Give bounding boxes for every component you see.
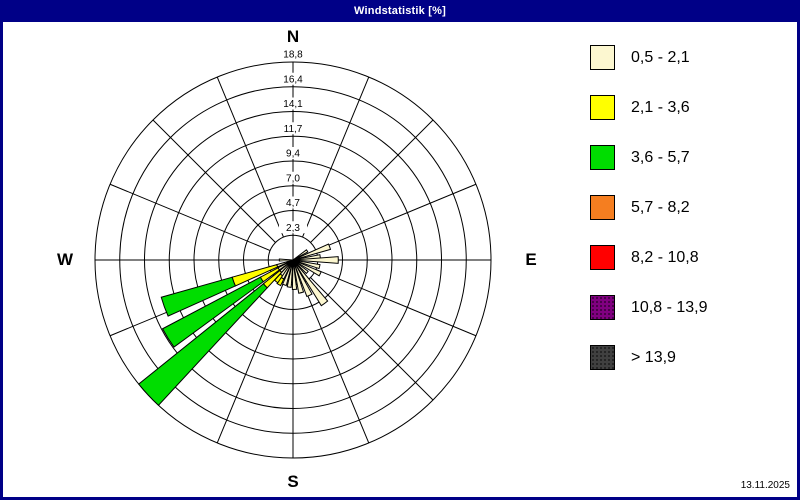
legend-item-2: 3,6 - 5,7 <box>590 145 708 170</box>
wind-rose-bar-segment <box>292 259 309 275</box>
compass-label-west: W <box>57 250 74 269</box>
legend-swatch <box>590 345 615 370</box>
legend-label: 0,5 - 2,1 <box>631 48 690 66</box>
legend-label: 5,7 - 8,2 <box>631 198 690 216</box>
legend-swatch <box>590 45 615 70</box>
legend-label: 8,2 - 10,8 <box>631 248 699 266</box>
date-label: 13.11.2025 <box>740 480 790 491</box>
wind-rose-bar-segment <box>291 259 298 290</box>
grid-spoke <box>315 183 477 251</box>
ring-label-bg <box>279 97 307 110</box>
ring-label: 11,7 <box>284 124 303 135</box>
wind-rose-bar-segment <box>137 283 268 406</box>
compass-label-east: E <box>525 250 536 269</box>
ring-label-bg <box>279 196 307 209</box>
legend-item-6: > 13,9 <box>590 345 708 370</box>
legend-swatch <box>590 245 615 270</box>
grid-spoke <box>302 76 370 238</box>
wind-rose-bar-segment <box>292 259 305 294</box>
ring-label: 9,4 <box>286 149 300 160</box>
grid-spoke <box>109 183 271 251</box>
wind-rose-bar-segment <box>292 249 309 261</box>
ring-label-bg <box>279 147 307 159</box>
grid-spoke <box>216 76 284 238</box>
legend-item-3: 5,7 - 8,2 <box>590 195 708 220</box>
wind-rose-bar-segment <box>292 259 329 307</box>
ring-label-bg <box>279 221 307 234</box>
legend-label: 2,1 - 3,6 <box>631 98 690 116</box>
legend-label: 3,6 - 5,7 <box>631 148 690 166</box>
wind-rose-bar-segment <box>292 259 322 277</box>
title-bar: Windstatistik [%] <box>0 0 800 22</box>
wind-rose-bar-segment <box>278 258 294 262</box>
grid-spoke <box>310 277 434 401</box>
window-title: Windstatistik [%] <box>354 5 446 17</box>
wind-rose-bar-segment <box>292 256 339 264</box>
wind-rose-bar-segment <box>161 276 264 348</box>
legend-item-5: 10,8 - 13,9 <box>590 295 708 320</box>
ring-label: 14,1 <box>283 99 303 110</box>
ring-label-bg <box>279 48 307 60</box>
grid-spoke <box>302 282 370 444</box>
wind-rose-bar-segment <box>160 276 237 317</box>
compass-label-south: S <box>287 472 298 491</box>
legend-swatch <box>590 295 615 320</box>
grid-spoke <box>315 269 477 337</box>
ring-label: 4,7 <box>286 198 300 209</box>
legend-swatch <box>590 195 615 220</box>
ring-label: 7,0 <box>286 173 300 184</box>
wind-rose-bar-segment <box>292 259 321 270</box>
wind-rose-bar-segment <box>292 259 313 298</box>
grid-spoke <box>216 282 284 444</box>
legend-label: 10,8 - 13,9 <box>631 298 708 316</box>
wind-rose-bar-segment <box>292 243 332 261</box>
legend-swatch <box>590 145 615 170</box>
grid-spoke <box>310 119 434 243</box>
speed-class-legend: 0,5 - 2,1 2,1 - 3,6 3,6 - 5,7 5,7 - 8,2 8,2 … <box>590 45 708 395</box>
ring-label-bg <box>279 171 307 184</box>
ring-label: 2,3 <box>286 223 300 234</box>
ring-label-bg <box>279 72 307 85</box>
compass-label-north: N <box>287 27 299 46</box>
legend-swatch <box>590 95 615 120</box>
legend-item-1: 2,1 - 3,6 <box>590 95 708 120</box>
legend-item-4: 8,2 - 10,8 <box>590 245 708 270</box>
ring-label-bg <box>279 122 307 135</box>
legend-label: > 13,9 <box>631 348 676 366</box>
ring-label: 16,4 <box>283 74 303 85</box>
chart-canvas: 2,3 4,7 7,0 9,4 11,7 14,1 16,4 18,8 N S W E 0,5 - 2… <box>3 22 797 497</box>
ring-label: 18,8 <box>283 50 303 61</box>
wind-rose-bar-segment <box>276 276 285 287</box>
grid-spoke <box>152 119 276 243</box>
legend-item-0: 0,5 - 2,1 <box>590 45 708 70</box>
